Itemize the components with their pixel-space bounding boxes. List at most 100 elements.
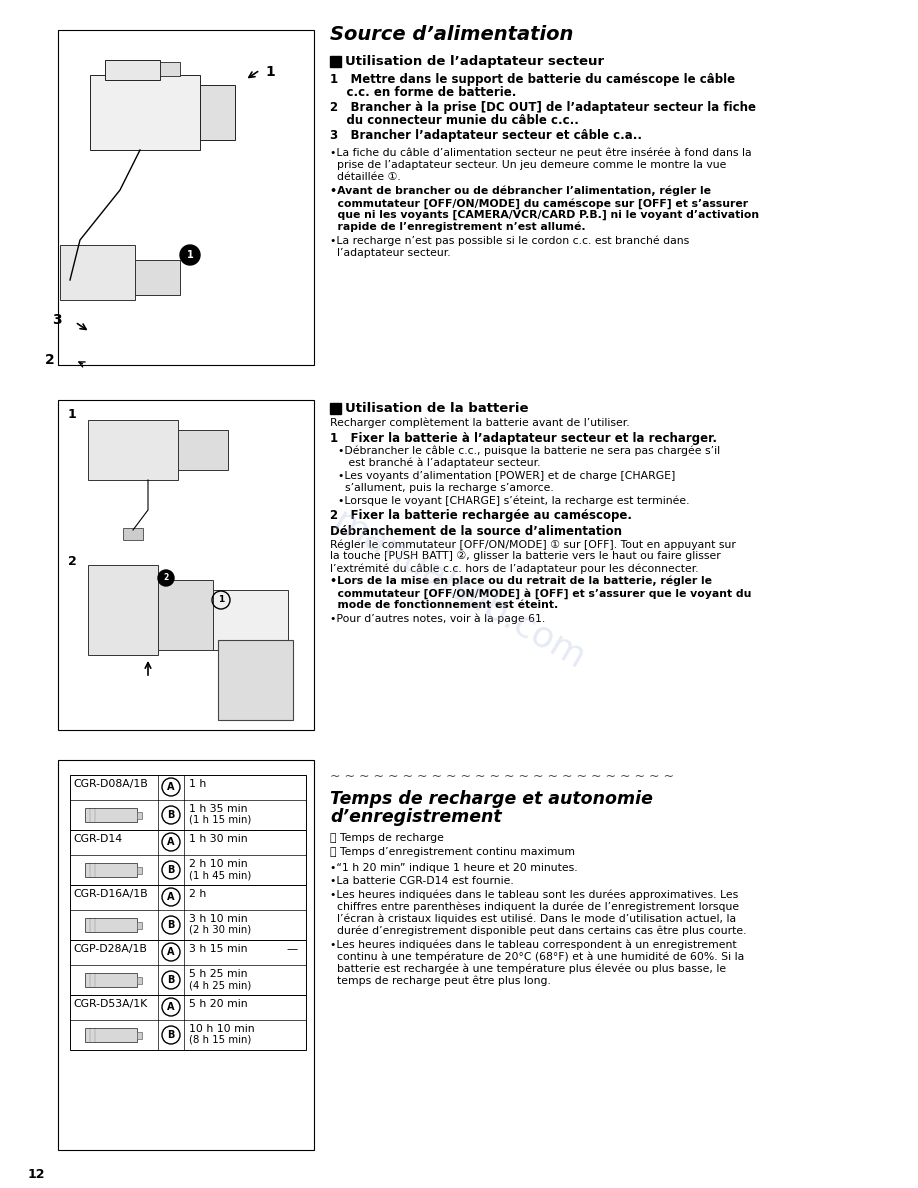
Text: A: A <box>167 838 174 847</box>
Text: s’allument, puis la recharge s’amorce.: s’allument, puis la recharge s’amorce. <box>338 484 554 493</box>
Text: 5 h 20 min: 5 h 20 min <box>189 999 248 1009</box>
Text: chiffres entre parenthèses indiquent la durée de l’enregistrement lorsque: chiffres entre parenthèses indiquent la … <box>330 901 739 911</box>
Text: que ni les voyants [CAMERA/VCR/CARD P.B.] ni le voyant d’activation: que ni les voyants [CAMERA/VCR/CARD P.B.… <box>330 210 759 220</box>
Text: 1: 1 <box>218 595 224 605</box>
Text: •Les heures indiquées dans le tableau sont les durées approximatives. Les: •Les heures indiquées dans le tableau so… <box>330 889 738 899</box>
Text: •Lorsque le voyant [CHARGE] s’éteint, la recharge est terminée.: •Lorsque le voyant [CHARGE] s’éteint, la… <box>338 495 689 506</box>
Bar <box>58 30 314 365</box>
Text: durée d’enregistrement disponible peut dans certains cas être plus courte.: durée d’enregistrement disponible peut d… <box>330 925 746 935</box>
Text: 1   Fixer la batterie à l’adaptateur secteur et la recharger.: 1 Fixer la batterie à l’adaptateur secte… <box>330 432 717 446</box>
Bar <box>85 918 137 933</box>
Text: A: A <box>167 782 174 792</box>
Bar <box>123 527 143 541</box>
Bar <box>137 977 142 984</box>
Text: (8 h 15 min): (8 h 15 min) <box>189 1035 252 1045</box>
Text: d’enregistrement: d’enregistrement <box>330 808 501 826</box>
Text: 1 h 35 min: 1 h 35 min <box>189 804 248 814</box>
Bar <box>70 996 306 1050</box>
Text: temps de recharge peut être plus long.: temps de recharge peut être plus long. <box>330 975 551 986</box>
Bar <box>88 565 158 655</box>
Bar <box>137 867 142 874</box>
Bar <box>213 590 288 650</box>
Text: CGR-D53A/1K: CGR-D53A/1K <box>73 999 147 1009</box>
Text: 12: 12 <box>28 1168 46 1181</box>
Text: —: — <box>286 944 297 954</box>
Bar <box>70 885 306 940</box>
Text: 2: 2 <box>68 555 77 568</box>
Text: est branché à l’adaptateur secteur.: est branché à l’adaptateur secteur. <box>338 459 541 468</box>
Text: Ⓐ Temps de recharge: Ⓐ Temps de recharge <box>330 833 444 843</box>
Bar <box>158 580 213 650</box>
Text: •Débrancher le câble c.c., puisque la batterie ne sera pas chargée s’il: •Débrancher le câble c.c., puisque la ba… <box>338 446 720 456</box>
Bar <box>90 75 200 150</box>
Text: 2: 2 <box>45 353 55 367</box>
Text: CGR-D08A/1B: CGR-D08A/1B <box>73 779 148 789</box>
Text: •La fiche du câble d’alimentation secteur ne peut être insérée à fond dans la: •La fiche du câble d’alimentation secteu… <box>330 148 752 158</box>
Text: 1 h 30 min: 1 h 30 min <box>189 834 248 843</box>
Text: •Les voyants d’alimentation [POWER] et de charge [CHARGE]: •Les voyants d’alimentation [POWER] et d… <box>338 470 676 481</box>
Text: Utilisation de la batterie: Utilisation de la batterie <box>345 402 529 415</box>
Text: •Pour d’autres notes, voir à la page 61.: •Pour d’autres notes, voir à la page 61. <box>330 614 545 625</box>
Text: continu à une température de 20°C (68°F) et à une humidité de 60%. Si la: continu à une température de 20°C (68°F)… <box>330 952 744 961</box>
Bar <box>58 400 314 729</box>
Text: 2: 2 <box>163 574 169 582</box>
Bar <box>85 973 137 987</box>
Text: l’adaptateur secteur.: l’adaptateur secteur. <box>330 248 451 258</box>
Bar <box>135 260 180 295</box>
Text: B: B <box>167 810 174 820</box>
Text: 1   Mettre dans le support de batterie du caméscope le câble: 1 Mettre dans le support de batterie du … <box>330 72 735 86</box>
Bar <box>60 245 135 301</box>
Bar <box>85 862 137 877</box>
Text: A: A <box>167 947 174 958</box>
Text: détaillée ①.: détaillée ①. <box>330 172 401 182</box>
Bar <box>85 1028 137 1042</box>
Text: •Avant de brancher ou de débrancher l’alimentation, régler le: •Avant de brancher ou de débrancher l’al… <box>330 187 711 196</box>
Bar <box>330 56 341 67</box>
Text: •Les heures indiquées dans le tableau correspondent à un enregistrement: •Les heures indiquées dans le tableau co… <box>330 939 736 949</box>
Bar <box>70 830 306 885</box>
Bar <box>137 1032 142 1040</box>
Bar <box>218 640 293 720</box>
Text: B: B <box>167 1030 174 1040</box>
Text: rapide de l’enregistrement n’est allumé.: rapide de l’enregistrement n’est allumé. <box>330 222 586 233</box>
Text: •“1 h 20 min” indique 1 heure et 20 minutes.: •“1 h 20 min” indique 1 heure et 20 minu… <box>330 862 577 873</box>
Circle shape <box>158 570 174 586</box>
Text: Utilisation de l’adaptateur secteur: Utilisation de l’adaptateur secteur <box>345 55 604 68</box>
Text: •La recharge n’est pas possible si le cordon c.c. est branché dans: •La recharge n’est pas possible si le co… <box>330 236 689 246</box>
Text: c.c. en forme de batterie.: c.c. en forme de batterie. <box>330 86 516 99</box>
Bar <box>105 61 160 80</box>
Text: 3 h 15 min: 3 h 15 min <box>189 944 248 954</box>
Bar <box>200 86 235 140</box>
Text: (1 h 15 min): (1 h 15 min) <box>189 815 252 824</box>
Text: (2 h 30 min): (2 h 30 min) <box>189 925 252 935</box>
Bar <box>178 430 228 470</box>
Bar <box>85 808 137 822</box>
Text: Source d’alimentation: Source d’alimentation <box>330 25 574 44</box>
Text: 5 h 25 min: 5 h 25 min <box>189 969 248 979</box>
Text: 1: 1 <box>68 407 77 421</box>
Text: commutateur [OFF/ON/MODE] à [OFF] et s’assurer que le voyant du: commutateur [OFF/ON/MODE] à [OFF] et s’a… <box>330 588 751 599</box>
Bar <box>160 62 180 76</box>
Bar <box>330 403 341 413</box>
Text: 3   Brancher l’adaptateur secteur et câble c.a..: 3 Brancher l’adaptateur secteur et câble… <box>330 129 642 143</box>
Text: 3 h 10 min: 3 h 10 min <box>189 914 248 924</box>
Bar <box>70 775 306 830</box>
Text: B: B <box>167 975 174 985</box>
Text: (4 h 25 min): (4 h 25 min) <box>189 980 252 990</box>
Text: Temps de recharge et autonomie: Temps de recharge et autonomie <box>330 790 653 808</box>
Bar <box>137 813 142 819</box>
Text: 2   Brancher à la prise [DC OUT] de l’adaptateur secteur la fiche: 2 Brancher à la prise [DC OUT] de l’adap… <box>330 101 756 114</box>
Text: Débranchement de la source d’alimentation: Débranchement de la source d’alimentatio… <box>330 525 622 538</box>
Text: Ⓑ Temps d’enregistrement continu maximum: Ⓑ Temps d’enregistrement continu maximum <box>330 847 575 857</box>
Text: CGR-D16A/1B: CGR-D16A/1B <box>73 889 148 899</box>
Text: 1: 1 <box>265 65 274 78</box>
Text: CGP-D28A/1B: CGP-D28A/1B <box>73 944 147 954</box>
Text: 10 h 10 min: 10 h 10 min <box>189 1024 254 1034</box>
Text: ~ ~ ~ ~ ~ ~ ~ ~ ~ ~ ~ ~ ~ ~ ~ ~ ~ ~ ~ ~ ~ ~ ~ ~: ~ ~ ~ ~ ~ ~ ~ ~ ~ ~ ~ ~ ~ ~ ~ ~ ~ ~ ~ ~ … <box>330 770 674 783</box>
Text: prise de l’adaptateur secteur. Un jeu demeure comme le montre la vue: prise de l’adaptateur secteur. Un jeu de… <box>330 160 726 170</box>
Text: CGR-D14: CGR-D14 <box>73 834 122 843</box>
Bar <box>88 421 178 480</box>
Text: 2 h: 2 h <box>189 889 207 899</box>
Circle shape <box>180 245 200 265</box>
Text: B: B <box>167 920 174 930</box>
